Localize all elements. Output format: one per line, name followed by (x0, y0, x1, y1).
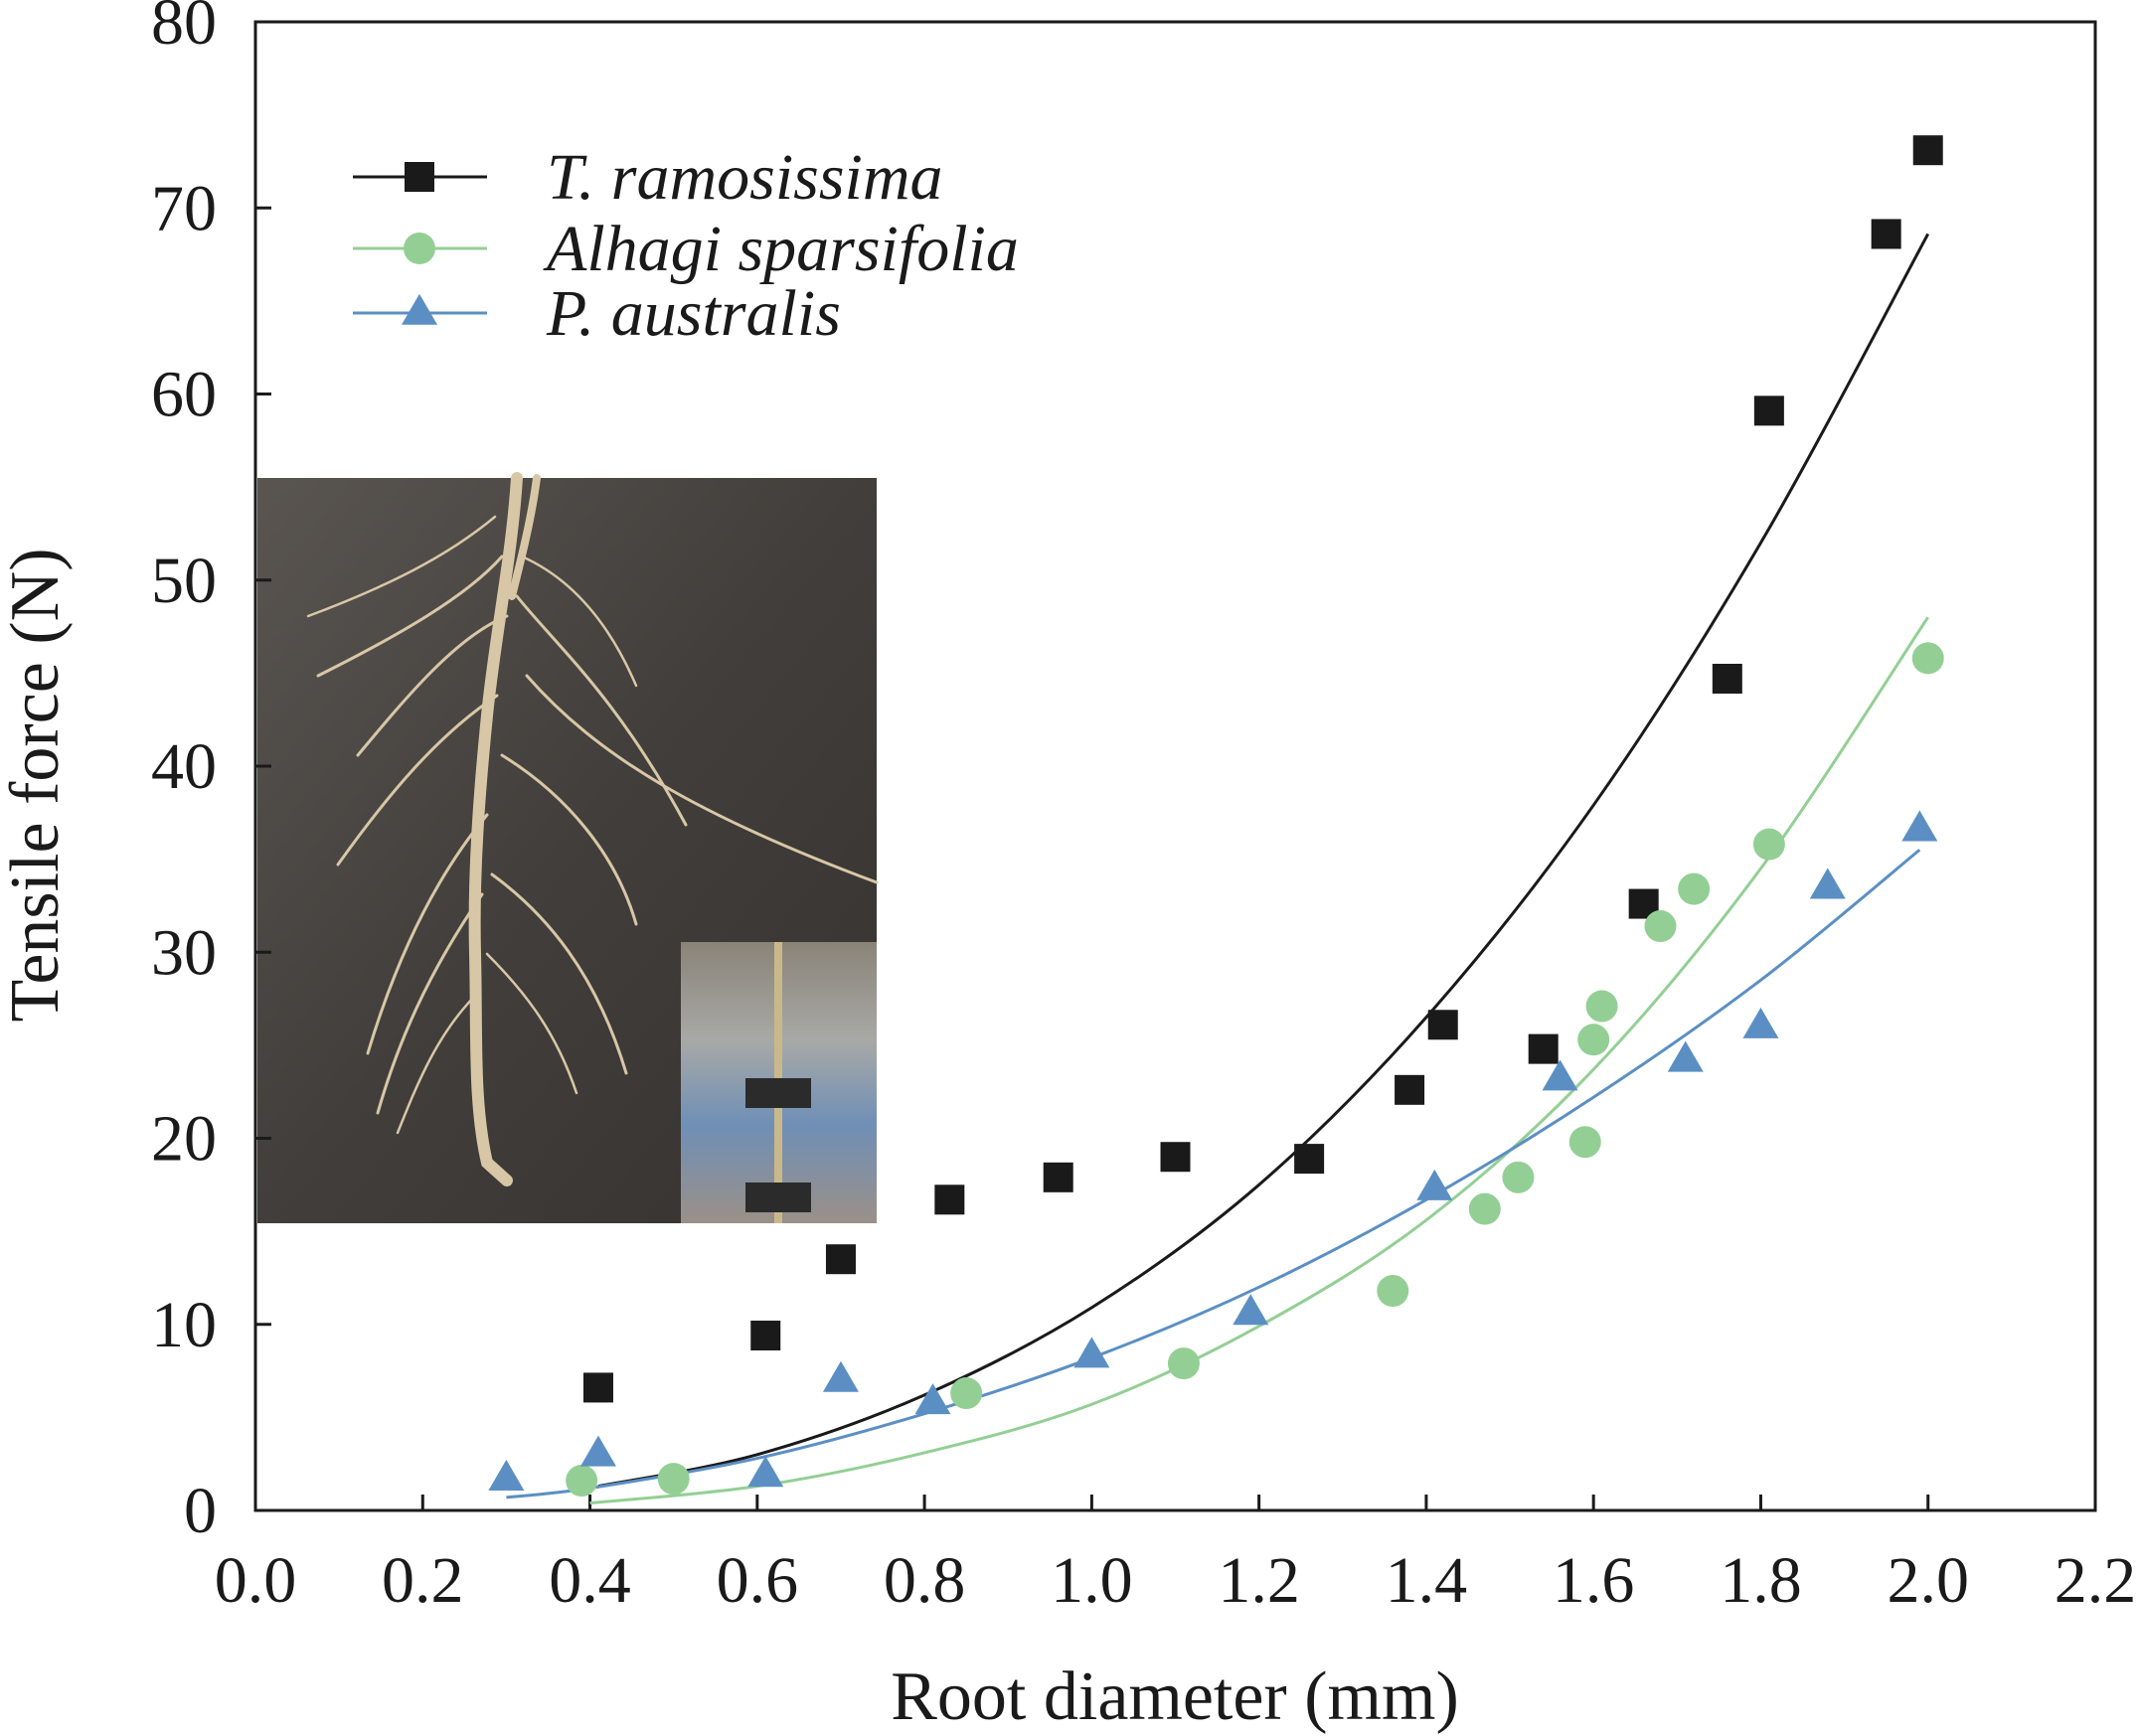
axis-tick-labels: 0.0 0.2 0.4 0.6 0.8 1.0 1.2 1.4 1.6 1.8 2.0 2.2 0 10 2… (151, 0, 2136, 1617)
x-tick-label: 0.6 (717, 1544, 799, 1617)
y-tick-label: 60 (151, 359, 217, 431)
data-point-square (1871, 219, 1901, 249)
data-point-circle (1568, 1126, 1601, 1159)
y-tick-label: 50 (151, 545, 217, 617)
data-point-square (825, 1244, 856, 1275)
legend-label: Alhagi sparsifolia (543, 213, 1019, 285)
data-point-square (1712, 663, 1742, 694)
data-point-triangle (822, 1360, 859, 1392)
x-tick-label: 2.0 (1887, 1544, 1969, 1617)
data-point-circle (1644, 910, 1677, 943)
data-point-triangle (1809, 868, 1846, 899)
data-point-square (582, 1372, 613, 1403)
data-point-circle (1377, 1275, 1409, 1308)
data-point-square (1294, 1144, 1325, 1175)
data-point-circle (1577, 1024, 1610, 1056)
data-point-square (1528, 1033, 1559, 1064)
data-point-triangle (747, 1456, 784, 1488)
data-point-triangle (1667, 1040, 1704, 1072)
data-point-triangle (1073, 1337, 1110, 1368)
legend-label: T. ramosissima (547, 141, 943, 214)
data-point-square (750, 1320, 781, 1350)
data-point-circle (657, 1463, 690, 1496)
data-point-square (934, 1184, 965, 1215)
fit-curve-triangle (506, 849, 1921, 1499)
fit-curves (506, 233, 1930, 1505)
data-point-circle (1468, 1192, 1501, 1225)
data-point-triangle (579, 1435, 616, 1467)
legend-label: P. australis (546, 277, 841, 350)
y-tick-label: 10 (151, 1289, 217, 1361)
x-axis-title: Root diameter (mm) (891, 1658, 1459, 1735)
x-tick-label: 0.8 (884, 1544, 966, 1617)
data-point-square (1427, 1010, 1458, 1040)
y-tick-label: 40 (151, 730, 217, 803)
data-point-triangle (1742, 1007, 1779, 1038)
x-tick-label: 1.8 (1720, 1544, 1802, 1617)
data-point-circle (1502, 1161, 1535, 1193)
data-point-triangle (914, 1383, 951, 1415)
y-tick-label: 0 (184, 1475, 217, 1547)
x-tick-label: 1.2 (1218, 1544, 1300, 1617)
root-drawing (306, 472, 879, 1186)
data-point-triangle (1901, 810, 1938, 842)
x-tick-label: 1.0 (1051, 1544, 1133, 1617)
x-tick-label: 1.4 (1386, 1544, 1468, 1617)
data-point-square (1753, 395, 1784, 426)
legend-marker-triangle (402, 293, 437, 325)
y-tick-label: 80 (151, 0, 217, 59)
y-tick-label: 20 (151, 1103, 217, 1176)
data-point-triangle (1233, 1294, 1269, 1326)
legend-marker-square (405, 162, 434, 192)
data-point-square (1160, 1142, 1191, 1173)
fit-curve-circle (589, 616, 1929, 1505)
data-point-triangle (1416, 1169, 1453, 1200)
data-point-circle (950, 1377, 983, 1410)
y-tick-label: 30 (151, 916, 217, 989)
data-point-circle (1678, 872, 1711, 905)
x-tick-label: 2.2 (2055, 1544, 2137, 1617)
y-axis-title: Tensile force (N) (0, 548, 74, 1022)
data-point-triangle (488, 1459, 525, 1491)
data-point-circle (566, 1465, 598, 1498)
data-point-square (1043, 1162, 1073, 1192)
data-markers (488, 135, 1944, 1498)
data-point-square (1912, 135, 1943, 166)
x-tick-label: 0.2 (382, 1544, 464, 1617)
inset-root-photo (257, 472, 879, 1223)
y-tick-label: 70 (151, 172, 217, 244)
x-tick-label: 0.4 (549, 1544, 631, 1617)
fit-curve-square (597, 233, 1930, 1489)
x-tick-label: 1.6 (1553, 1544, 1635, 1617)
legend-marker-circle (404, 233, 435, 264)
axis-ticks (253, 20, 2097, 1512)
data-point-square (1395, 1074, 1425, 1105)
data-point-circle (1752, 828, 1785, 861)
data-point-circle (1585, 990, 1618, 1023)
data-point-triangle (1542, 1059, 1578, 1091)
data-point-circle (1911, 642, 1944, 675)
data-point-circle (1167, 1347, 1200, 1380)
x-tick-label: 0.0 (215, 1544, 297, 1617)
